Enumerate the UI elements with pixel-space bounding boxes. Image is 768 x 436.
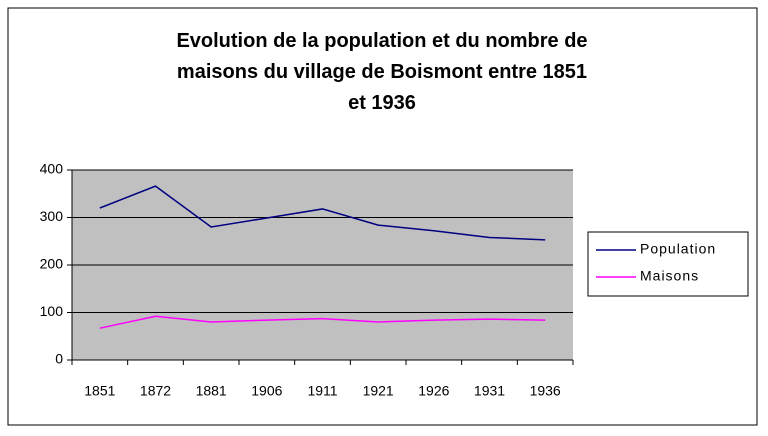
y-tick-label: 0	[55, 351, 63, 367]
x-tick-label: 1921	[363, 383, 394, 399]
legend-label: Population	[640, 241, 716, 257]
data-line	[99, 315, 546, 329]
y-tick-label: 100	[40, 303, 64, 319]
y-tick-label: 300	[40, 208, 64, 224]
chart-title: Evolution de la population et du nombre …	[176, 30, 587, 114]
y-tick-label: 400	[40, 161, 64, 177]
data-line	[99, 185, 546, 241]
x-tick-label: 1906	[251, 383, 282, 399]
x-tick-label: 1911	[307, 383, 337, 399]
x-tick-label: 1872	[140, 383, 171, 399]
y-tick-label: 200	[40, 256, 64, 272]
x-tick-label: 1881	[196, 383, 227, 399]
legend	[587, 231, 749, 297]
x-tick-label: 1851	[84, 383, 115, 399]
x-tick-label: 1931	[474, 383, 505, 399]
legend-label: Maisons	[640, 268, 699, 284]
x-tick-label: 1926	[418, 383, 449, 399]
x-tick-label: 1936	[530, 383, 561, 399]
